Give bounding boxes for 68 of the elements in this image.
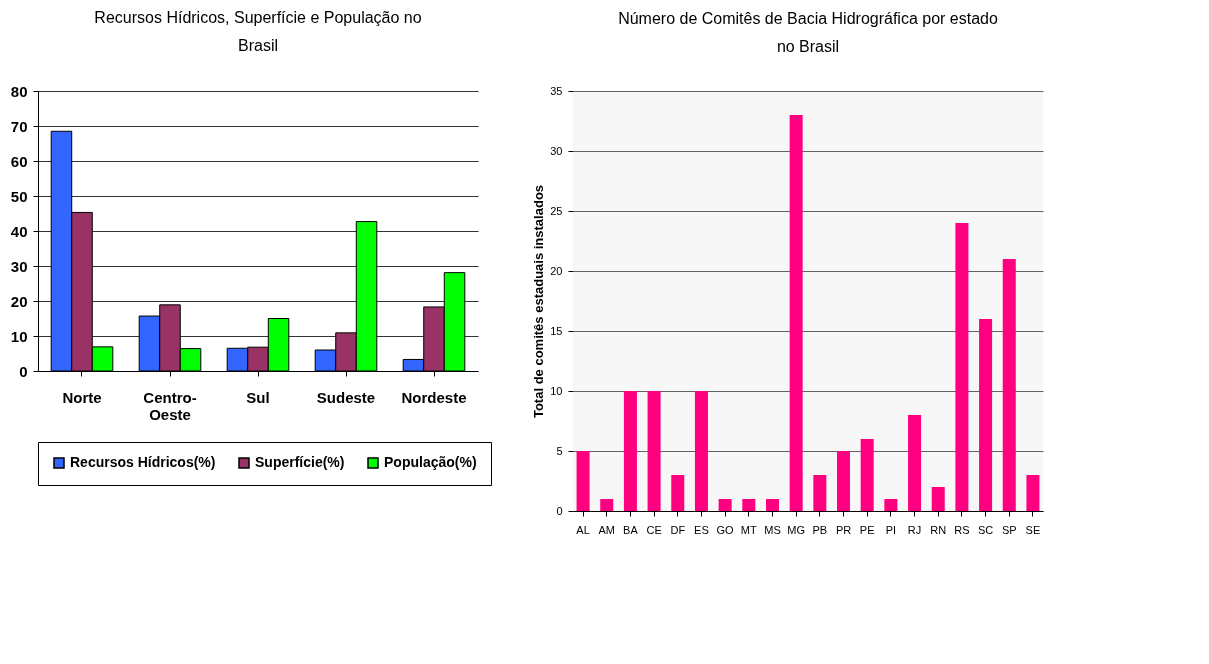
x-tick-label: AM — [598, 523, 615, 536]
x-tick-label: MG — [787, 523, 806, 536]
y-tick-label: 10 — [550, 384, 563, 397]
bar — [765, 499, 779, 511]
legend-label: Superfície(%) — [255, 454, 345, 470]
bar — [979, 319, 993, 511]
bar — [671, 475, 685, 511]
x-tick-label: PR — [835, 523, 852, 536]
x-tick-label: MT — [740, 523, 758, 536]
y-tick-label: 30 — [10, 257, 28, 275]
y-tick-label: 5 — [556, 444, 563, 457]
x-tick-label: Nordeste — [401, 388, 467, 406]
x-tick-label: MS — [764, 523, 781, 536]
y-tick-label: 30 — [550, 144, 563, 157]
chart-title: Recursos Hídricos, Superfície e População no Brasil — [94, 9, 422, 54]
x-tick-label: AL — [576, 523, 590, 536]
x-tick-label: Sudeste — [316, 388, 376, 406]
y-tick-label: 15 — [550, 324, 563, 337]
x-tick-label: PB — [812, 523, 828, 536]
x-tick-label: SE — [1025, 523, 1041, 536]
bar — [884, 499, 898, 511]
bar — [837, 451, 851, 511]
bar — [1026, 475, 1040, 511]
bar — [931, 487, 945, 511]
x-tick-label: ES — [694, 523, 709, 536]
x-tick-label: PI — [885, 523, 897, 536]
x-tick-label: Sul — [246, 388, 270, 406]
x-tick-label: Centro-Oeste — [143, 388, 197, 423]
x-tick-label: Norte — [62, 388, 102, 406]
x-tick-label: DF — [670, 523, 686, 536]
x-tick-label: CE — [646, 523, 662, 536]
y-tick-label: 10 — [10, 327, 28, 345]
x-tick-label: SP — [1001, 523, 1017, 536]
bar — [789, 115, 803, 511]
legend-label: Recursos Hídricos(%) — [70, 454, 216, 470]
bar — [860, 439, 874, 511]
x-tick-label: GO — [716, 523, 735, 536]
chart-title: Número de Comitês de Bacia Hidrográfica por estado no Brasil — [618, 10, 998, 55]
y-tick-label: 50 — [10, 187, 28, 205]
y-tick-label: 0 — [556, 504, 563, 517]
y-tick-label: 60 — [10, 152, 28, 170]
bar — [1002, 259, 1016, 511]
y-tick-label: 25 — [550, 204, 563, 217]
bar — [623, 391, 637, 511]
bar — [742, 499, 756, 511]
y-tick-label: 40 — [10, 222, 28, 240]
bar — [813, 475, 827, 511]
bar — [600, 499, 614, 511]
x-tick-label: BA — [623, 523, 639, 536]
legend-label: População(%) — [384, 454, 477, 470]
y-tick-label: 0 — [19, 362, 28, 380]
x-tick-label: RN — [930, 523, 947, 536]
y-tick-label: 20 — [10, 292, 28, 310]
bar — [718, 499, 732, 511]
bar — [694, 391, 708, 511]
bar — [576, 451, 590, 511]
y-axis-title: Total de comitês estaduais instalados — [531, 184, 547, 419]
y-tick-label: 35 — [550, 84, 563, 97]
bar — [908, 415, 922, 511]
y-tick-label: 20 — [550, 264, 563, 277]
y-tick-label: 80 — [10, 82, 28, 100]
bar — [955, 223, 969, 511]
x-tick-label: PE — [859, 523, 875, 536]
x-tick-label: SC — [977, 523, 994, 536]
x-tick-label: RS — [954, 523, 970, 536]
bar — [647, 391, 661, 511]
x-tick-label: RJ — [907, 523, 922, 536]
y-tick-label: 70 — [10, 117, 28, 135]
